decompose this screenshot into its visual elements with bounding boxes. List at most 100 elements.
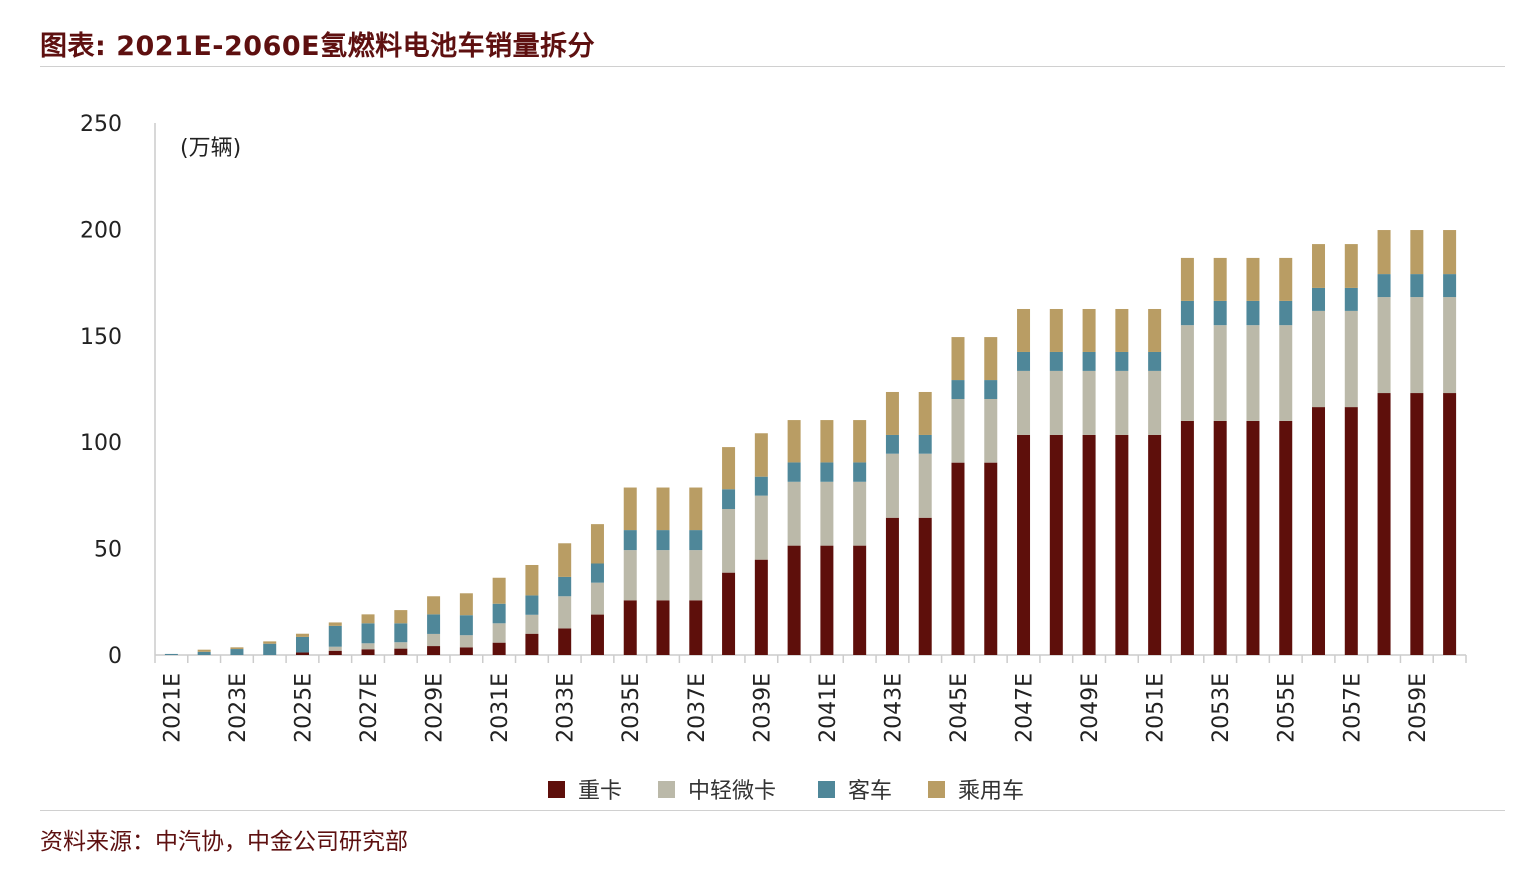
bar-segment-2027E-中轻微卡 bbox=[361, 643, 375, 650]
bar-segment-2043E-乘用车 bbox=[885, 391, 899, 435]
y-unit-label: (万辆) bbox=[180, 136, 241, 161]
bar-segment-2050E-重卡 bbox=[1115, 434, 1129, 655]
bar-segment-2035E-中轻微卡 bbox=[623, 550, 637, 601]
bar-segment-2034E-乘用车 bbox=[590, 524, 604, 564]
title-divider bbox=[40, 66, 1505, 67]
bar-segment-2041E-乘用车 bbox=[820, 420, 834, 463]
bar-segment-2051E-乘用车 bbox=[1148, 308, 1162, 352]
bar-segment-2027E-客车 bbox=[361, 623, 375, 644]
bar-segment-2043E-中轻微卡 bbox=[885, 453, 899, 518]
source-divider bbox=[40, 810, 1505, 811]
bar-segment-2025E-重卡 bbox=[295, 652, 309, 655]
bar-segment-2048E-乘用车 bbox=[1049, 308, 1063, 352]
bar-segment-2032E-乘用车 bbox=[525, 564, 539, 596]
x-tick-label: 2041E bbox=[816, 673, 841, 743]
bar-segment-2040E-中轻微卡 bbox=[787, 481, 801, 546]
bar-segment-2021E-客车 bbox=[164, 653, 178, 655]
bar-segment-2033E-重卡 bbox=[558, 628, 572, 655]
bar-segment-2039E-中轻微卡 bbox=[754, 495, 768, 560]
bar-segment-2031E-中轻微卡 bbox=[492, 623, 506, 643]
source-note: 资料来源：中汽协，中金公司研究部 bbox=[40, 829, 408, 855]
bar-segment-2026E-中轻微卡 bbox=[328, 646, 342, 651]
bar-segment-2054E-乘用车 bbox=[1246, 257, 1260, 301]
bar-segment-2035E-重卡 bbox=[623, 600, 637, 655]
bar-segment-2042E-客车 bbox=[853, 462, 867, 482]
bar-segment-2029E-乘用车 bbox=[427, 596, 441, 615]
x-tick-label: 2047E bbox=[1013, 673, 1038, 743]
legend-label: 重卡 bbox=[578, 779, 622, 804]
bar-segment-2041E-中轻微卡 bbox=[820, 481, 834, 546]
y-tick-label: 250 bbox=[80, 112, 122, 137]
bar-segment-2048E-客车 bbox=[1049, 351, 1063, 371]
bar-segment-2050E-客车 bbox=[1115, 351, 1129, 371]
bar-segment-2033E-中轻微卡 bbox=[558, 596, 572, 629]
bar-segment-2054E-中轻微卡 bbox=[1246, 325, 1260, 421]
bar-segment-2025E-乘用车 bbox=[295, 633, 309, 637]
bar-segment-2053E-客车 bbox=[1213, 300, 1227, 326]
x-tick-label: 2045E bbox=[947, 673, 972, 743]
bar-segment-2052E-客车 bbox=[1180, 300, 1194, 326]
bar-segment-2057E-客车 bbox=[1344, 287, 1358, 311]
bar-segment-2025E-客车 bbox=[295, 636, 309, 653]
bar-segment-2044E-乘用车 bbox=[918, 391, 932, 435]
bar-segment-2046E-客车 bbox=[984, 380, 998, 400]
x-tick-label: 2035E bbox=[619, 673, 644, 743]
bar-segment-2036E-乘用车 bbox=[656, 487, 670, 531]
bar-segment-2039E-重卡 bbox=[754, 559, 768, 655]
bar-segment-2056E-中轻微卡 bbox=[1312, 310, 1326, 408]
bar-segment-2032E-重卡 bbox=[525, 633, 539, 655]
bar-segment-2032E-中轻微卡 bbox=[525, 614, 539, 634]
bar-segment-2057E-乘用车 bbox=[1344, 244, 1358, 288]
x-tick-label: 2031E bbox=[488, 673, 513, 743]
bar-segment-2034E-客车 bbox=[590, 563, 604, 583]
bar-segment-2053E-乘用车 bbox=[1213, 257, 1227, 301]
bar-segment-2035E-乘用车 bbox=[623, 487, 637, 531]
bar-segment-2058E-乘用车 bbox=[1377, 230, 1391, 275]
bar-segment-2044E-重卡 bbox=[918, 517, 932, 655]
bar-segment-2055E-乘用车 bbox=[1279, 257, 1293, 301]
bar-segment-2054E-客车 bbox=[1246, 300, 1260, 326]
bar-segment-2057E-中轻微卡 bbox=[1344, 310, 1358, 408]
x-tick-label: 2037E bbox=[685, 673, 710, 743]
bar-segment-2058E-重卡 bbox=[1377, 393, 1391, 655]
bar-segment-2030E-中轻微卡 bbox=[459, 635, 473, 648]
legend-label: 客车 bbox=[848, 779, 892, 804]
bar-segment-2052E-重卡 bbox=[1180, 420, 1194, 655]
bar-segment-2052E-中轻微卡 bbox=[1180, 325, 1194, 421]
bar-segment-2034E-重卡 bbox=[590, 614, 604, 655]
bar-segment-2031E-乘用车 bbox=[492, 577, 506, 604]
bar-segment-2055E-中轻微卡 bbox=[1279, 325, 1293, 421]
bar-segment-2056E-乘用车 bbox=[1312, 244, 1326, 288]
bar-segment-2023E-客车 bbox=[230, 649, 244, 655]
y-tick-label: 0 bbox=[108, 644, 122, 669]
bar-segment-2059E-乘用车 bbox=[1410, 230, 1424, 275]
bar-segment-2060E-客车 bbox=[1443, 274, 1457, 298]
bar-segment-2043E-重卡 bbox=[885, 517, 899, 655]
bar-segment-2041E-客车 bbox=[820, 462, 834, 482]
bar-segment-2047E-中轻微卡 bbox=[1017, 370, 1031, 435]
x-tick-label: 2025E bbox=[291, 673, 316, 743]
bar-segment-2059E-中轻微卡 bbox=[1410, 297, 1424, 394]
bar-segment-2057E-重卡 bbox=[1344, 407, 1358, 655]
bar-segment-2051E-重卡 bbox=[1148, 434, 1162, 655]
bar-segment-2037E-中轻微卡 bbox=[689, 550, 703, 601]
bar-segment-2053E-中轻微卡 bbox=[1213, 325, 1227, 421]
bar-segment-2036E-中轻微卡 bbox=[656, 550, 670, 601]
bar-segment-2032E-客车 bbox=[525, 595, 539, 615]
bar-segment-2031E-重卡 bbox=[492, 642, 506, 655]
bar-segment-2049E-重卡 bbox=[1082, 434, 1096, 655]
bar-segment-2048E-中轻微卡 bbox=[1049, 370, 1063, 435]
y-tick-label: 200 bbox=[80, 218, 122, 243]
bar-segment-2048E-重卡 bbox=[1049, 434, 1063, 655]
bar-segment-2046E-中轻微卡 bbox=[984, 399, 998, 463]
x-tick-label: 2021E bbox=[160, 673, 185, 743]
bar-segment-2026E-重卡 bbox=[328, 650, 342, 655]
bar-segment-2042E-重卡 bbox=[853, 545, 867, 655]
bar-segment-2030E-客车 bbox=[459, 615, 473, 636]
bar-segment-2027E-重卡 bbox=[361, 649, 375, 655]
bar-segment-2033E-乘用车 bbox=[558, 543, 572, 577]
bar-segment-2052E-乘用车 bbox=[1180, 257, 1194, 301]
bar-segment-2047E-重卡 bbox=[1017, 434, 1031, 655]
bar-segment-2054E-重卡 bbox=[1246, 420, 1260, 655]
x-tick-label: 2033E bbox=[554, 673, 579, 743]
